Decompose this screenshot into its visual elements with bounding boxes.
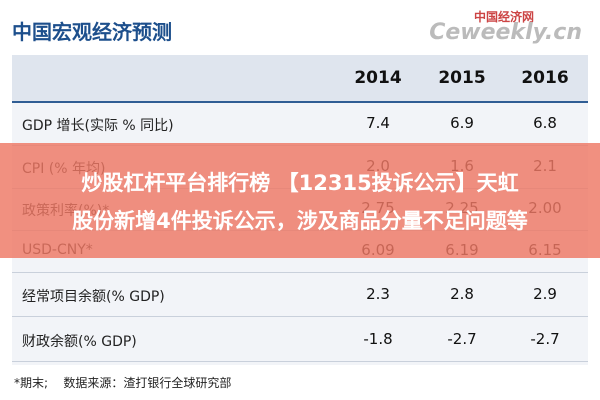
row-label: 经常项目余额(% GDP): [22, 289, 165, 305]
column-header: 2016: [521, 68, 569, 88]
overlay-text: 炒股杠杆平台排行榜 【12315投诉公示】天虹: [81, 171, 519, 195]
cell-value: 2.8: [450, 285, 474, 303]
footer: *期末; 数据来源：渣打银行全球研究部: [14, 374, 231, 391]
overlay-text: 股份新增4件投诉公示，涉及商品分量不足问题等: [72, 209, 528, 233]
cell-value: 2.9: [533, 285, 557, 303]
column-header: 2015: [438, 68, 486, 88]
watermark: 中国经济网: [473, 10, 534, 24]
footer-source: 数据来源：渣打银行全球研究部: [63, 376, 232, 390]
cell-value: -1.8: [363, 330, 393, 348]
cell-value: 6.8: [533, 114, 557, 132]
cell-value: -2.7: [447, 330, 477, 348]
title: 中国宏观经济预测: [12, 20, 172, 44]
cell-value: 2.3: [366, 285, 390, 303]
row-label: 财政余额(% GDP): [22, 334, 137, 350]
cell-value: -2.7: [530, 330, 560, 348]
cell-value: 7.4: [366, 114, 390, 132]
row-label: GDP 增长(实际 % 同比): [22, 118, 174, 134]
overlay-banner: 炒股杠杆平台排行榜 【12315投诉公示】天虹 股份新增4件投诉公示，涉及商品分…: [0, 143, 600, 258]
footer-note: *期末;: [14, 376, 49, 390]
table-header: 2014 2015 2016: [12, 55, 588, 103]
table-row: GDP 增长(实际 % 同比) 7.4 6.9 6.8: [12, 103, 588, 146]
cell-value: 6.9: [450, 114, 474, 132]
watermark-site: Ceweekly.cn: [429, 20, 582, 45]
table-row: 经常项目余额(% GDP) 2.3 2.8 2.9: [12, 274, 588, 317]
table-row: 财政余额(% GDP) -1.8 -2.7 -2.7: [12, 319, 588, 362]
column-header: 2014: [354, 68, 402, 88]
